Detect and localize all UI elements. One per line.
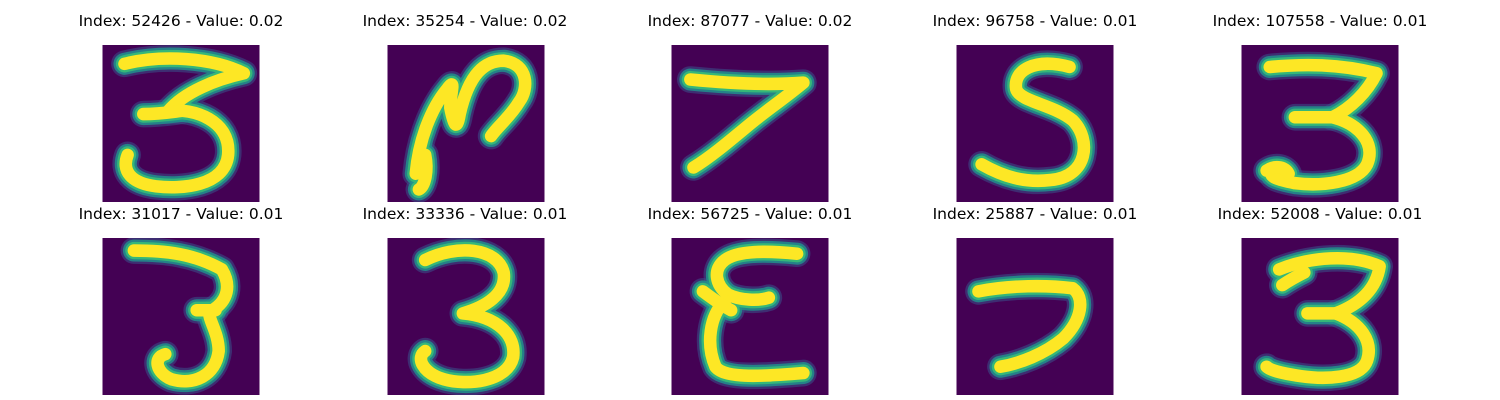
panel-title: Index: 31017 - Value: 0.01	[78, 205, 284, 223]
panel-title: Index: 52426 - Value: 0.02	[78, 12, 284, 30]
digit-image	[671, 238, 829, 395]
panel-title: Index: 35254 - Value: 0.02	[362, 12, 568, 30]
digit-drawing	[671, 45, 829, 202]
digit-drawing	[671, 238, 829, 395]
digit-image	[956, 45, 1114, 202]
digit-image	[1241, 45, 1399, 202]
stroke-layer	[972, 279, 1087, 374]
digit-image	[102, 238, 260, 395]
digit-image	[956, 238, 1114, 395]
digit-panel-8: Index: 56725 - Value: 0.01	[635, 203, 865, 395]
digit-panel-7: Index: 33336 - Value: 0.01	[350, 203, 580, 395]
digit-panel-6: Index: 31017 - Value: 0.01	[66, 203, 296, 395]
digit-panel-10: Index: 52008 - Value: 0.01	[1205, 203, 1435, 395]
digit-image	[387, 45, 545, 202]
panel-title: Index: 33336 - Value: 0.01	[362, 205, 568, 223]
digit-panel-1: Index: 52426 - Value: 0.02	[66, 10, 296, 202]
stroke-layer	[696, 245, 810, 383]
digit-panel-3: Index: 87077 - Value: 0.02	[635, 10, 865, 202]
panel-title: Index: 25887 - Value: 0.01	[932, 205, 1138, 223]
stroke-layer	[1260, 58, 1383, 191]
digit-panel-5: Index: 107558 - Value: 0.01	[1205, 10, 1435, 202]
digit-drawing	[956, 45, 1114, 202]
panel-title: Index: 107558 - Value: 0.01	[1212, 12, 1428, 30]
stroke-layer	[409, 54, 532, 196]
panel-title: Index: 56725 - Value: 0.01	[647, 205, 853, 223]
digit-drawing	[102, 45, 260, 202]
stroke-layer	[118, 52, 251, 194]
digit-drawing	[102, 238, 260, 395]
digit-panel-4: Index: 96758 - Value: 0.01	[920, 10, 1150, 202]
digit-image	[387, 238, 545, 395]
stroke-layer	[684, 73, 810, 174]
digit-panel-9: Index: 25887 - Value: 0.01	[920, 203, 1150, 395]
stroke-layer	[975, 57, 1091, 188]
digit-image	[671, 45, 829, 202]
digit-drawing	[956, 238, 1114, 395]
stroke-layer	[414, 244, 520, 389]
stroke-layer	[1260, 251, 1386, 384]
digit-panel-2: Index: 35254 - Value: 0.02	[350, 10, 580, 202]
digit-drawing	[387, 238, 545, 395]
panel-title: Index: 52008 - Value: 0.01	[1217, 205, 1423, 223]
digit-drawing	[387, 45, 545, 202]
digit-drawing	[1241, 238, 1399, 395]
digit-image	[1241, 238, 1399, 395]
digit-image	[102, 45, 260, 202]
panel-title: Index: 87077 - Value: 0.02	[647, 12, 853, 30]
digit-drawing	[1241, 45, 1399, 202]
panel-title: Index: 96758 - Value: 0.01	[932, 12, 1138, 30]
stroke-layer	[127, 244, 234, 388]
